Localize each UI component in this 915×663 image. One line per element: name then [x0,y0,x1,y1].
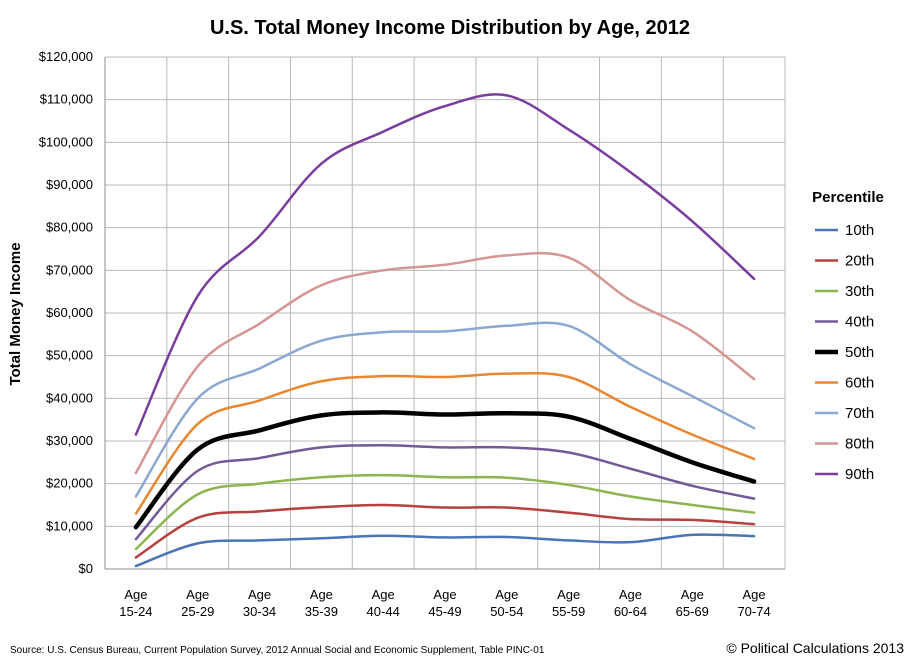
legend-label: 50th [845,344,874,361]
source-note: Source: U.S. Census Bureau, Current Popu… [10,645,545,656]
y-tick-label: $70,000 [46,262,93,277]
legend: Percentile 10th 20th 30th 40th 50th 60th 70th 8… [812,189,884,483]
chart-title: U.S. Total Money Income Distribution by … [210,17,690,39]
series-line-90th [134,93,756,436]
x-tick-label: Age 55-59 [552,587,585,619]
x-tick-label: Age 60-64 [614,587,647,619]
series-line-10th [134,533,756,568]
x-tick-label: Age 40-44 [367,587,400,619]
y-tick-label: $100,000 [39,134,93,149]
legend-label: 40th [845,314,874,331]
y-tick-label: $40,000 [46,390,93,405]
y-tick-label: $10,000 [46,518,93,533]
x-axis-ticks: Age 15-24 Age 25-29 Age 30-34 Age 35-39 Age 40-44… [119,587,770,619]
series-line-50th [133,410,757,530]
y-tick-label: $20,000 [46,476,93,491]
x-tick-label: Age 30-34 [243,587,276,619]
series-line-40th [134,444,756,541]
copyright-credit: © Political Calculations 2013 [726,640,904,656]
series-line-60th [134,371,756,515]
grid [104,56,786,570]
legend-label: 90th [845,466,874,483]
x-tick-label: Age 25-29 [181,587,214,619]
y-axis-label: Total Money Income [7,242,24,385]
legend-label: 70th [845,405,874,422]
legend-label: 80th [845,436,874,453]
legend-label: 20th [845,253,874,270]
x-tick-label: Age 15-24 [119,587,152,619]
y-tick-label: $80,000 [46,220,93,235]
y-tick-label: $110,000 [40,92,93,107]
series-line-80th [134,251,756,475]
x-tick-label: Age 70-74 [737,587,770,619]
series-line-30th [134,473,756,551]
x-tick-label: Age 50-54 [490,587,523,619]
series-line-20th [134,503,756,559]
y-tick-label: $50,000 [46,348,93,363]
y-tick-label: $90,000 [46,177,93,192]
x-tick-label: Age 35-39 [305,587,338,619]
x-tick-label: Age 45-49 [428,587,461,619]
legend-label: 30th [845,283,874,300]
series-lines [133,93,757,568]
legend-label: 60th [845,375,874,392]
series-line-70th [134,321,756,498]
legend-title: Percentile [812,189,884,206]
y-tick-label: $60,000 [46,305,93,320]
legend-label: 10th [845,222,874,239]
y-tick-label: $120,000 [39,49,93,64]
y-tick-label: $30,000 [46,433,93,448]
y-axis-ticks: $0 $10,000 $20,000 $30,000 $40,000 $50,000 $60… [39,49,93,576]
x-tick-label: Age 65-69 [676,587,709,619]
y-tick-label: $0 [79,561,93,576]
